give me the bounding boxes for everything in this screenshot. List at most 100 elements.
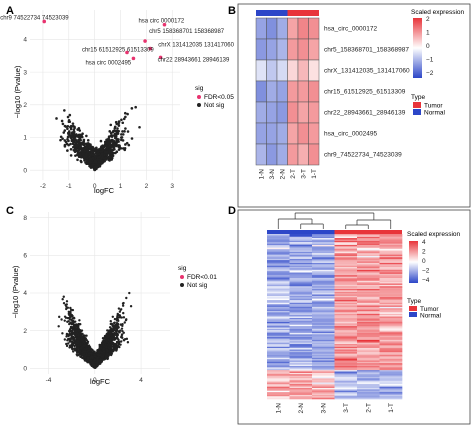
heatmap-cell	[357, 338, 380, 341]
not-sig-point	[100, 161, 104, 165]
heatmap-cell	[297, 59, 309, 82]
heatmap-cell	[267, 385, 290, 387]
heatmap-cell	[289, 378, 313, 381]
heatmap-cell	[289, 345, 313, 348]
heatmap-cell	[267, 333, 290, 335]
not-sig-point	[88, 359, 92, 363]
not-sig-point	[111, 140, 114, 143]
not-sig-point	[77, 149, 81, 152]
scale-tick-label: 0	[426, 43, 430, 50]
heatmap-cell	[379, 282, 403, 284]
heatmap-cell	[312, 298, 335, 301]
heatmap-cell	[267, 250, 290, 253]
plot-c-legend-title: sig	[178, 265, 187, 272]
heatmap-cell	[312, 382, 335, 385]
heatmap-cell	[334, 316, 358, 319]
not-sig-point	[59, 135, 63, 139]
heatmap-cell	[312, 313, 335, 316]
not-sig-point	[87, 354, 90, 357]
heatmap-cell	[334, 344, 358, 346]
not-sig-point	[89, 145, 93, 148]
not-sig-point	[129, 304, 133, 308]
row-label: chr15_61512925_61513309	[324, 89, 406, 96]
not-sig-point	[74, 144, 77, 147]
heatmap-cell	[357, 306, 380, 309]
heatmap-cell	[357, 368, 380, 371]
not-sig-point	[111, 315, 115, 318]
column-label: 2-T	[365, 403, 372, 413]
not-sig-point	[117, 341, 121, 344]
heatmap-cell	[334, 368, 358, 371]
plot-a-ticks: -2 -1 0 1 2 3 0 1 2 3 4	[23, 37, 174, 190]
not-sig-point	[122, 301, 125, 305]
not-sig-point	[96, 164, 100, 168]
heatmap-cell	[276, 59, 288, 82]
heatmap-cell	[312, 364, 335, 367]
legend-sig-marker	[197, 95, 201, 99]
heatmap-cell	[334, 260, 358, 262]
plot-a-legend-title: sig	[195, 85, 204, 92]
heatmap-cell	[379, 249, 403, 251]
heatmap-cell	[267, 319, 290, 321]
heatmap-cell	[267, 338, 290, 341]
heatmap-cell	[379, 349, 403, 352]
not-sig-point	[60, 119, 64, 123]
heatmap-cell	[289, 353, 313, 356]
heatmap-cell	[379, 328, 403, 331]
not-sig-point	[76, 331, 79, 335]
heatmap-cell	[379, 235, 403, 238]
not-sig-point	[96, 363, 99, 366]
heatmap-cell	[357, 287, 380, 290]
heatmap-cell	[379, 284, 403, 287]
not-sig-point	[83, 334, 87, 337]
heatmap-cell	[379, 261, 403, 264]
x-tick-label: 1	[119, 183, 123, 190]
heatmap-cell	[334, 323, 358, 326]
heatmap-cell	[267, 334, 290, 337]
not-sig-point	[55, 117, 58, 120]
heatmap-cell	[289, 361, 313, 364]
heatmap-cell	[334, 238, 358, 240]
not-sig-point	[67, 120, 71, 123]
heatmap-cell	[312, 305, 335, 308]
not-sig-point	[66, 135, 70, 139]
heatmap-cell	[379, 291, 403, 294]
not-sig-point	[65, 344, 69, 348]
not-sig-point	[102, 157, 106, 160]
not-sig-point	[80, 338, 84, 342]
not-sig-point	[103, 153, 106, 157]
heatmap-cell	[267, 304, 290, 306]
heatmap-cell	[267, 287, 290, 290]
not-sig-point	[117, 316, 121, 319]
heatmap-cell	[312, 331, 335, 334]
heatmap-cell	[289, 338, 313, 341]
heatmap-cell	[312, 286, 335, 288]
heatmap-cell	[334, 363, 358, 365]
heatmap-cell	[379, 388, 403, 390]
heatmap-cell	[379, 269, 403, 272]
not-sig-point	[108, 330, 111, 334]
heatmap-cell	[267, 297, 290, 299]
heatmap-cell	[289, 283, 313, 286]
heatmap-cell	[289, 339, 313, 342]
not-sig-point	[114, 120, 118, 124]
heatmap-cell	[267, 327, 290, 330]
not-sig-point	[93, 353, 96, 356]
not-sig-point	[108, 326, 112, 329]
heatmap-cell	[357, 267, 380, 269]
heatmap-cell	[312, 311, 335, 313]
heatmap-cell	[379, 312, 403, 315]
point-label: chr5 158368701 158368987	[149, 29, 225, 35]
not-sig-point	[78, 145, 82, 149]
heatmap-cell	[379, 382, 403, 385]
y-tick-label: 0	[23, 167, 27, 174]
heatmap-cell	[379, 342, 403, 345]
heatmap-cell	[267, 291, 290, 294]
heatmap-cell	[334, 382, 358, 385]
heatmap-cell	[357, 275, 380, 277]
heatmap-cell	[289, 350, 313, 353]
heatmap-cell	[379, 283, 403, 286]
heatmap-cell	[267, 349, 290, 352]
not-sig-point	[62, 295, 65, 298]
heatmap-cell	[312, 295, 335, 298]
